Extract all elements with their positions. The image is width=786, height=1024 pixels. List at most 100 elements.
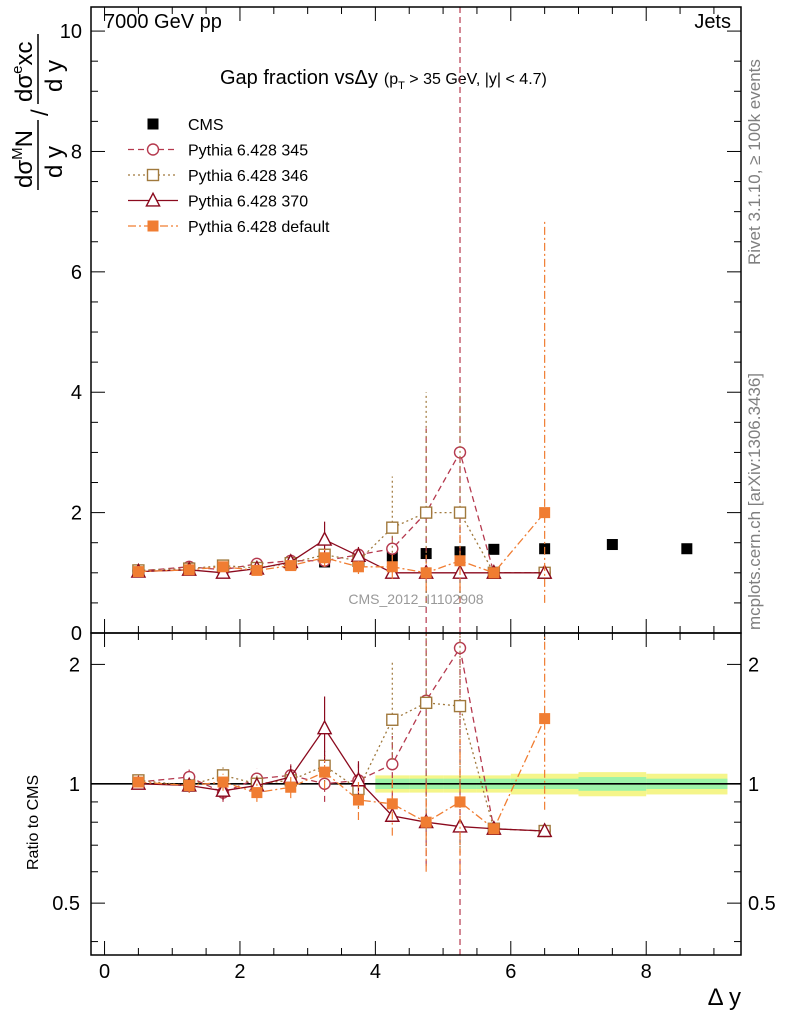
x-tick-label: 8 xyxy=(641,961,652,983)
ratio-point xyxy=(386,798,398,810)
ratio-point xyxy=(488,823,500,835)
legend-marker xyxy=(146,143,160,156)
mc-point xyxy=(217,561,229,573)
ratio-tick-label-left: 0.5 xyxy=(52,893,80,915)
ratio-point xyxy=(419,696,433,710)
y-tick-label: 2 xyxy=(71,503,82,525)
series-line xyxy=(138,538,545,574)
ratio-series-line xyxy=(138,702,545,832)
ratio-point xyxy=(386,713,399,726)
ylabel-den2: d y xyxy=(41,60,68,92)
series-line xyxy=(138,512,546,574)
legend-label: Pythia 6.428 345 xyxy=(188,143,308,160)
mc-point xyxy=(420,567,432,579)
mc-point xyxy=(539,507,551,519)
ratio-point xyxy=(420,816,432,828)
mc-point xyxy=(386,521,399,534)
mc-point xyxy=(454,555,466,567)
analysis-watermark: CMS_2012_I1102908 xyxy=(348,591,483,607)
mc-point xyxy=(251,564,263,576)
ylabel-slash: / xyxy=(27,109,54,116)
ratio-point xyxy=(132,776,144,788)
ylabel-num1: dσMN xyxy=(9,130,38,188)
series-cms xyxy=(132,539,693,578)
x-axis-label: Δ y xyxy=(708,984,741,1011)
ratio-series-line xyxy=(138,646,545,832)
mc-point xyxy=(316,530,333,546)
y-tick-label: 0 xyxy=(71,623,82,645)
mc-point xyxy=(386,542,399,555)
main-plot-area: 0 2 4 6 8 10 xyxy=(60,7,741,645)
mc-point xyxy=(319,552,331,564)
legend-marker xyxy=(145,191,161,207)
mc-point xyxy=(352,561,364,573)
legend-marker xyxy=(146,168,160,182)
ratio-series-pythia-6-428-345 xyxy=(132,633,551,955)
series-line xyxy=(138,450,545,574)
series-pythia-6-428-346 xyxy=(132,392,551,603)
data-point xyxy=(681,543,693,555)
ratio-point xyxy=(352,794,364,806)
legend-label: Pythia 6.428 default xyxy=(188,219,330,236)
legend-label: CMS xyxy=(188,117,224,134)
y-tick-label: 10 xyxy=(60,21,82,43)
y-tick-label: 8 xyxy=(71,141,82,163)
ratio-tick-label-left: 2 xyxy=(69,654,80,676)
data-point xyxy=(606,539,618,551)
energy-label: 7000 GeV pp xyxy=(104,11,222,33)
y-axis-label: dσMN d y / dσexc d y xyxy=(9,34,68,190)
process-label: Jets xyxy=(694,11,731,33)
mcplots-label: mcplots.cern.ch [arXiv:1306.3436] xyxy=(745,373,764,630)
ratio-point xyxy=(539,713,551,725)
ratio-point xyxy=(217,776,229,788)
mc-point xyxy=(453,506,467,519)
legend-entry-pythia-6-428-370: Pythia 6.428 370 xyxy=(128,191,308,211)
mc-point xyxy=(285,560,297,572)
ratio-point xyxy=(454,796,466,808)
legend-marker xyxy=(147,220,159,232)
ratio-tick-label-left: 1 xyxy=(69,774,80,796)
ratio-plot-area: 0 2 4 6 8 0.5 0.5 1 1 2 2 xyxy=(52,633,776,983)
ratio-series-pythia-6-428-370 xyxy=(130,696,553,838)
legend-entry-cms: CMS xyxy=(147,117,224,134)
y-tick-label: 4 xyxy=(71,382,82,404)
legend-label: Pythia 6.428 346 xyxy=(188,168,308,185)
ratio-frame xyxy=(90,632,742,956)
series-line xyxy=(138,511,545,574)
x-tick-label: 0 xyxy=(99,961,110,983)
data-point xyxy=(420,548,432,560)
legend-entry-pythia-6-428-345: Pythia 6.428 345 xyxy=(128,143,308,160)
chart-title: Gap fraction vsΔy (pT > 35 GeV, |y| < 4.7… xyxy=(220,67,547,92)
series-pythia-6-428-default xyxy=(132,220,551,603)
mc-point xyxy=(132,566,144,578)
legend-label: Pythia 6.428 370 xyxy=(188,194,308,211)
x-tick-label: 2 xyxy=(234,961,245,983)
rivet-label: Rivet 3.1.10, ≥ 100k events xyxy=(745,59,764,265)
ratio-y-label: Ratio to CMS xyxy=(25,775,42,870)
mc-point xyxy=(386,561,398,573)
legend-entry-pythia-6-428-default: Pythia 6.428 default xyxy=(128,219,330,236)
ratio-series-line xyxy=(138,718,546,830)
ratio-tick-label-right: 0.5 xyxy=(748,893,776,915)
ratio-point xyxy=(316,719,333,735)
ratio-tick-label-right: 2 xyxy=(748,654,759,676)
main-frame xyxy=(90,6,742,634)
ylabel-den1: d y xyxy=(41,146,68,178)
data-point xyxy=(488,543,500,555)
ratio-series-line xyxy=(138,727,545,832)
ratio-point xyxy=(536,822,553,838)
legend-entry-pythia-6-428-346: Pythia 6.428 346 xyxy=(128,168,308,185)
ratio-point xyxy=(251,787,263,799)
ylabel-num2: dσexc xyxy=(9,41,38,102)
mc-point xyxy=(488,567,500,579)
ratio-series-pythia-6-428-default xyxy=(132,633,551,872)
ratio-point xyxy=(285,781,297,793)
ratio-point xyxy=(183,780,195,792)
legend: CMS Pythia 6.428 345 Pythia 6.428 346 Pythi… xyxy=(128,117,330,236)
y-tick-label: 6 xyxy=(71,262,82,284)
ratio-point xyxy=(319,766,331,778)
ratio-tick-label-right: 1 xyxy=(748,774,759,796)
x-tick-label: 6 xyxy=(505,961,516,983)
mc-point xyxy=(183,564,195,576)
